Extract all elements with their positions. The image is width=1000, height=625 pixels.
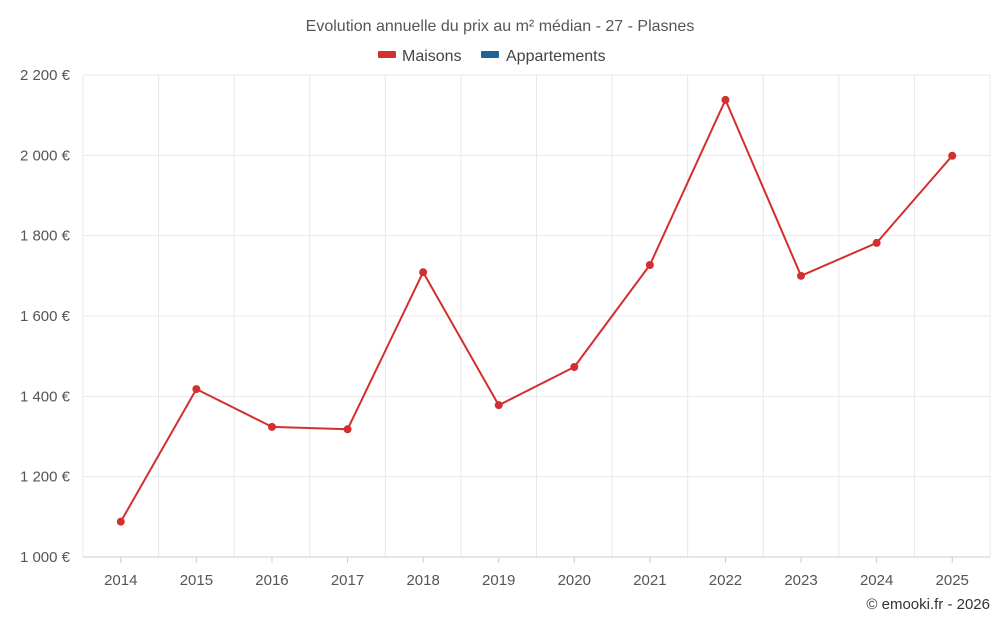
x-tick-label: 2015: [180, 572, 213, 589]
data-point-maisons-2018[interactable]: [419, 268, 428, 277]
y-tick-label: 1 000 €: [20, 549, 71, 566]
data-point-maisons-2015[interactable]: [192, 385, 201, 394]
legend-label-appartements: Appartements: [506, 48, 606, 65]
y-axis-labels: 1 000 € 1 200 € 1 400 € 1 600 € 1 800 € 2 000…: [20, 67, 71, 566]
x-tick-label: 2020: [558, 572, 591, 589]
y-tick-label: 1 600 €: [20, 308, 71, 325]
x-tick-label: 2019: [482, 572, 515, 589]
x-tick-label: 2017: [331, 572, 364, 589]
data-point-maisons-2021[interactable]: [645, 260, 654, 269]
credit: © emooki.fr - 2026: [866, 596, 990, 613]
legend: Maisons Appartements: [378, 48, 606, 65]
x-tick-label: 2024: [860, 572, 893, 589]
x-tick-label: 2023: [784, 572, 817, 589]
chart-title: Evolution annuelle du prix au m² médian …: [306, 18, 695, 35]
series-line-maisons: [119, 98, 953, 523]
x-tick-label: 2022: [709, 572, 742, 589]
y-tick-label: 1 200 €: [20, 469, 71, 486]
data-point-maisons-2025[interactable]: [948, 151, 957, 160]
series-layer: [116, 95, 957, 526]
x-tick-label: 2016: [255, 572, 288, 589]
legend-swatch-appartements: [481, 51, 499, 58]
x-tick-label: 2025: [936, 572, 969, 589]
data-point-maisons-2024[interactable]: [872, 238, 881, 247]
legend-item-maisons[interactable]: Maisons: [378, 48, 462, 65]
y-tick-label: 2 200 €: [20, 67, 71, 84]
x-axis-labels: 2014 2015 2016 2017 2018 2019 2020 2021 2022 2023…: [104, 557, 969, 589]
legend-label-maisons: Maisons: [402, 48, 462, 65]
data-point-maisons-2019[interactable]: [494, 401, 503, 410]
legend-swatch-maisons: [378, 51, 396, 58]
y-tick-label: 1 400 €: [20, 388, 71, 405]
data-point-maisons-2020[interactable]: [570, 363, 579, 372]
x-tick-label: 2014: [104, 572, 137, 589]
y-tick-label: 1 800 €: [20, 228, 71, 245]
y-tick-label: 2 000 €: [20, 147, 71, 164]
legend-item-appartements[interactable]: Appartements: [481, 48, 606, 65]
data-point-maisons-2023[interactable]: [797, 271, 806, 280]
data-point-maisons-2014[interactable]: [116, 517, 125, 526]
data-point-maisons-2017[interactable]: [343, 425, 352, 434]
x-tick-label: 2021: [633, 572, 666, 589]
data-point-maisons-2016[interactable]: [267, 422, 276, 431]
data-point-maisons-2022[interactable]: [721, 95, 730, 104]
x-tick-label: 2018: [406, 572, 439, 589]
